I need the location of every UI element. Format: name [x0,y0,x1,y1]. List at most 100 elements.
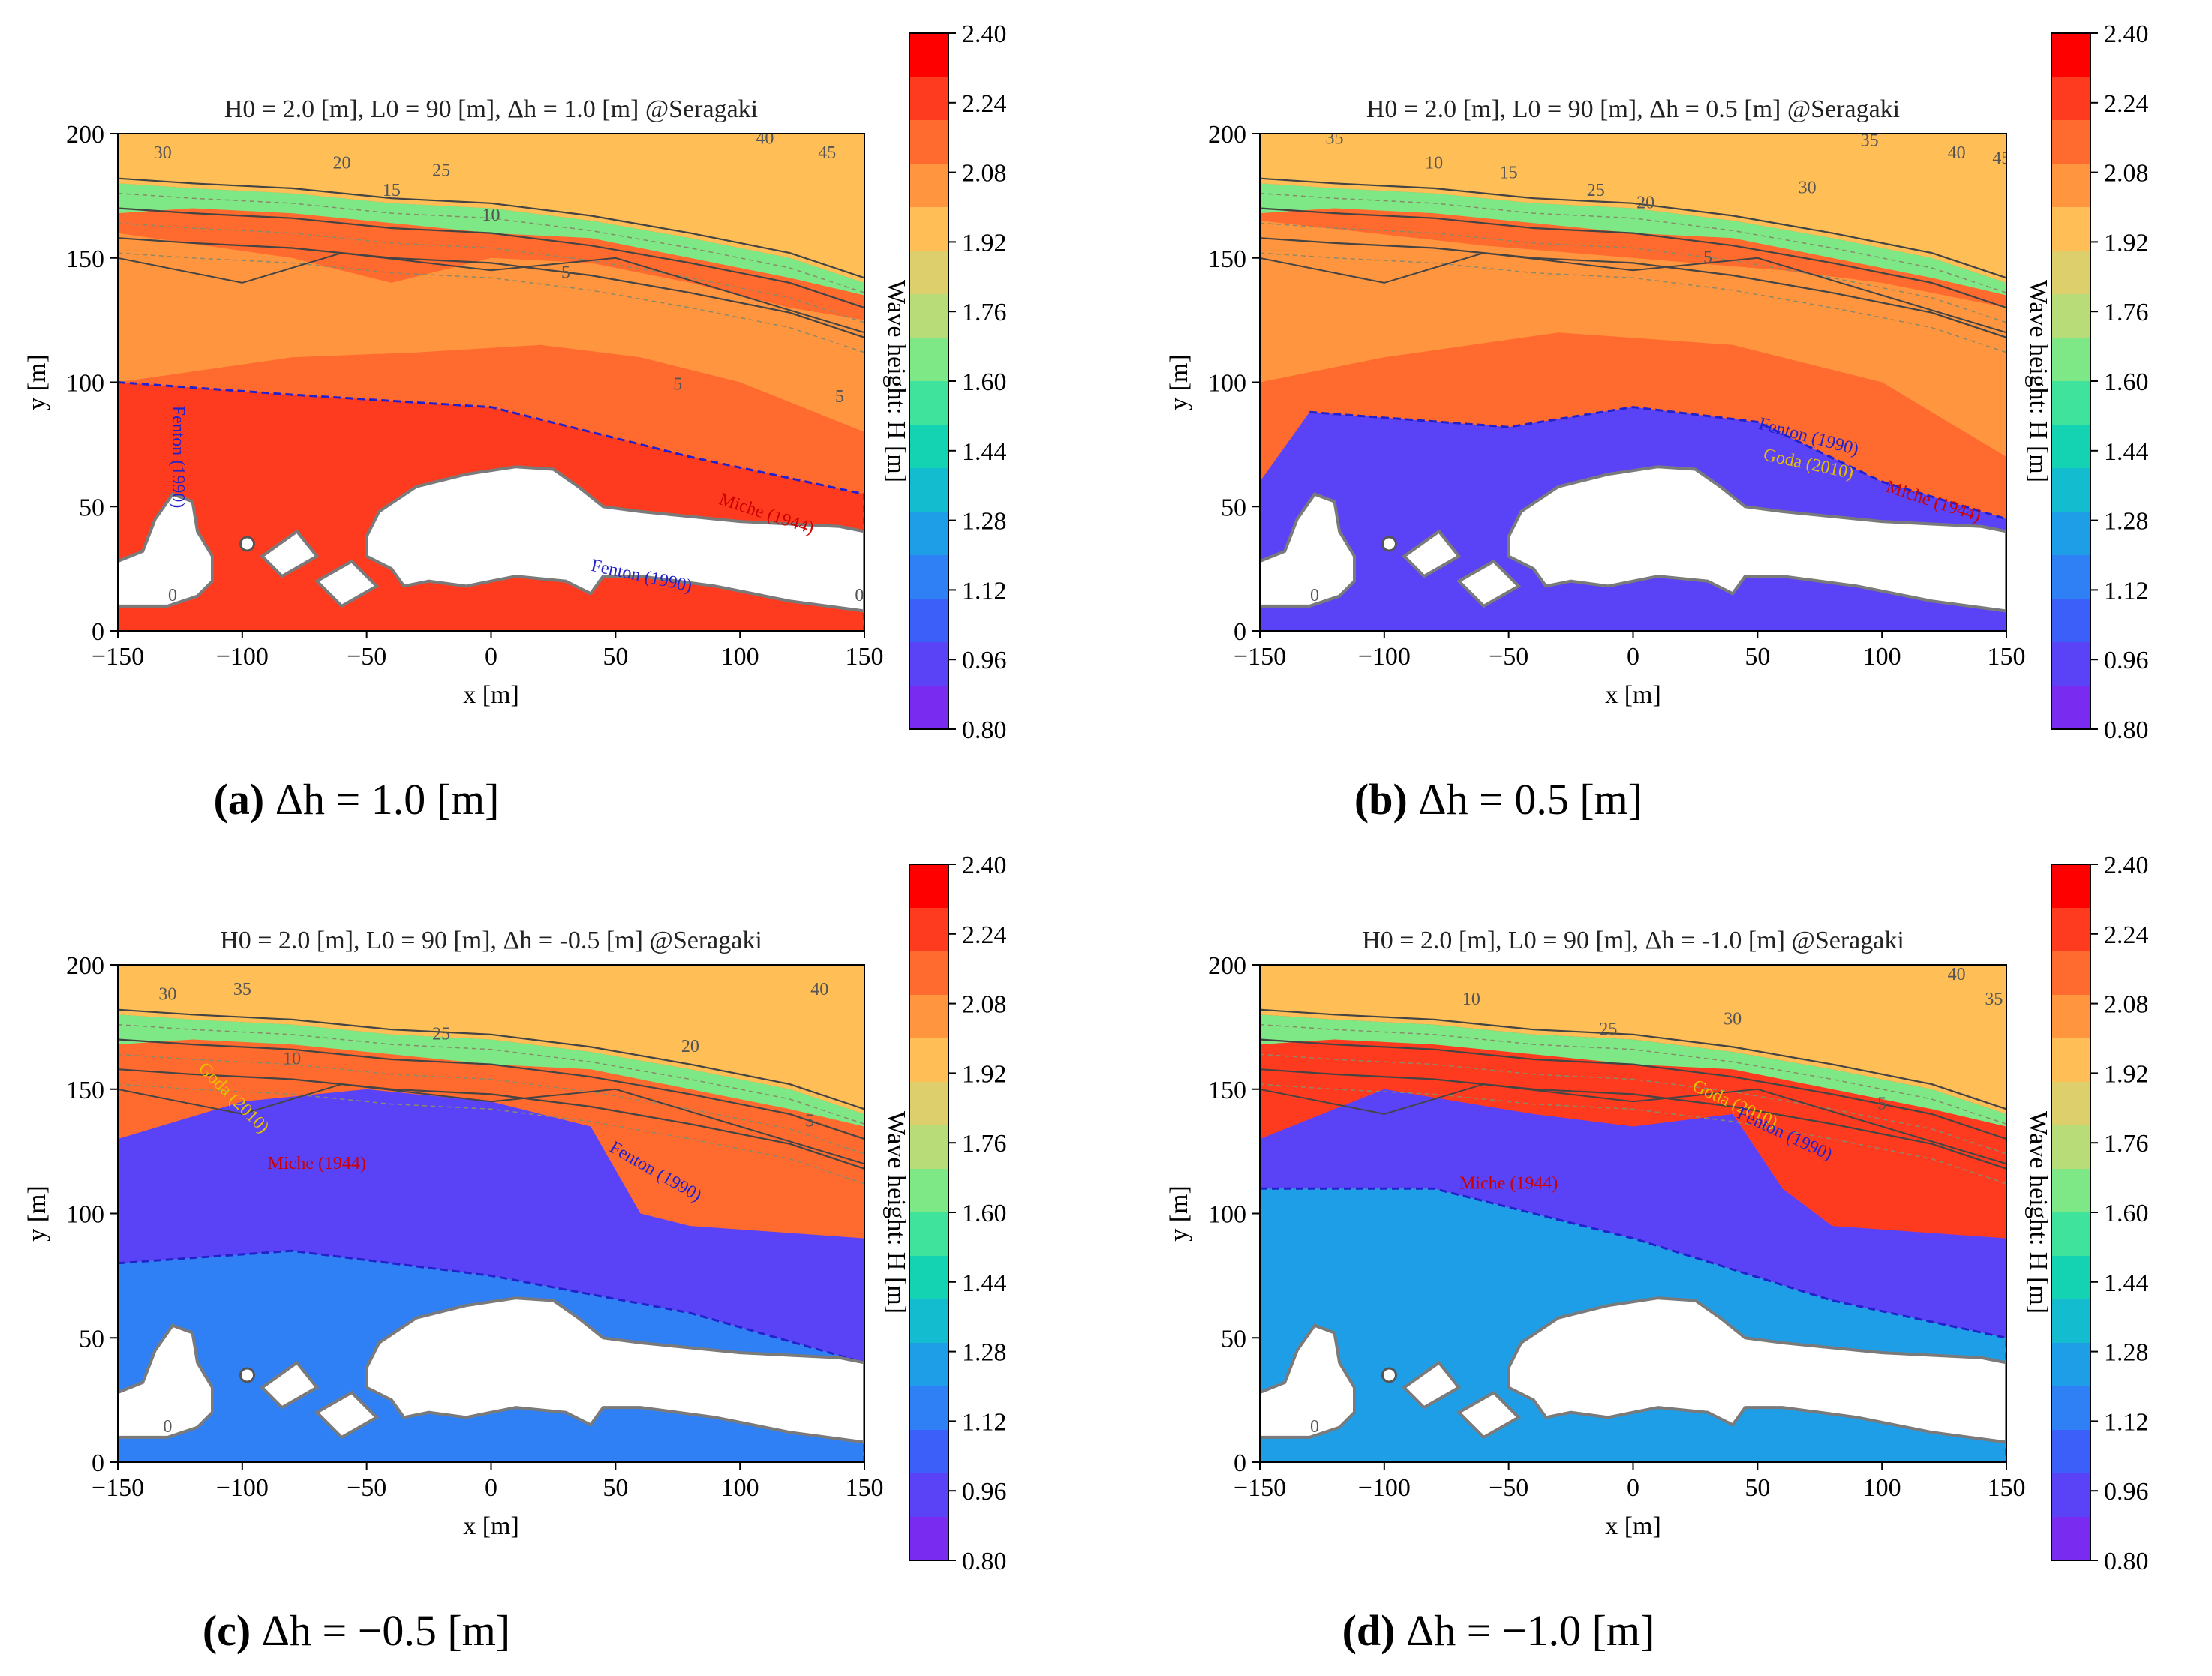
depth-contour-line [118,177,864,279]
x-tick-label: −50 [347,643,386,671]
x-tick-label: −150 [1234,1474,1286,1502]
y-tick-label: 0 [92,618,104,646]
depth-contour-label: 40 [810,980,828,999]
rock [1402,529,1462,578]
breaking-line [118,1249,864,1462]
caption-letter: (a) [214,775,265,824]
x-tick-label: 50 [603,643,628,671]
x-tick-label: 100 [721,1474,759,1502]
depth-contour-label: 45 [1992,149,2010,168]
depth-contour-label: 20 [681,1037,699,1056]
colorbar-swatch [2051,120,2090,164]
y-axis-label: y [m] [1165,354,1193,410]
y-tick-label: 50 [1221,494,1246,521]
depth-contour-line [118,1053,864,1155]
panel-caption: (c) Δh = −0.5 [m] [203,1606,510,1655]
colorbar-tick-label: 0.96 [962,1478,1007,1506]
colorbar-tick-label: 1.76 [962,1130,1007,1158]
depth-contour-label: 25 [432,161,450,180]
colorbar-swatch [909,1125,948,1170]
colorbar-swatch [909,686,948,730]
left-island [1260,492,1356,608]
colorbar-swatch [2051,599,2090,643]
rock [1402,1360,1462,1410]
colorbar-swatch [909,1299,948,1344]
colorbar-tick-label: 1.28 [962,508,1007,536]
colorbar-swatch [2051,1256,2090,1300]
depth-contour-line [118,1008,864,1110]
panel-title: H0 = 2.0 [m], L0 = 90 [m], Δh = -1.0 [m]… [1362,927,1904,954]
colorbar-tick-label: 2.40 [2104,852,2149,879]
depth-contour-line [1260,1083,2006,1165]
caption-letter: (c) [203,1606,251,1655]
breaking-line [118,381,864,631]
colorbar-tick-label: 0.80 [2104,1548,2149,1575]
panel-b: H0 = 2.0 [m], L0 = 90 [m], Δh = 0.5 [m] … [1165,20,2149,824]
colorbar-swatch [909,1169,948,1213]
colorbar-swatch [909,951,948,996]
rock [260,1360,320,1410]
depth-contour-label: 45 [818,143,836,163]
reef-slope-band [1260,1014,2006,1127]
x-tick-label: −100 [216,643,269,671]
x-axis-label: x [m] [1605,1512,1661,1540]
colorbar-tick-label: 1.44 [2104,438,2149,466]
colorbar-swatch [2051,251,2090,295]
colorbar-tick-label: 2.24 [962,921,1007,949]
depth-contour-label: 35 [233,980,251,999]
x-tick-label: −100 [1358,1474,1411,1502]
x-tick-label: −150 [92,643,144,671]
left-island [118,492,214,608]
colorbar-swatch [2051,164,2090,208]
deep-water-band [1260,134,2006,283]
x-tick-label: 0 [1627,643,1639,671]
colorbar-label: Wave height: H [m] [2024,280,2052,482]
colorbar-label: Wave height: H [m] [2024,1111,2052,1314]
rock [1381,536,1397,552]
colorbar-tick-label: 1.92 [2104,229,2149,257]
colorbar-tick-label: 2.24 [2104,90,2149,118]
rock [314,1390,380,1440]
colorbar-tick-label: 1.60 [962,1200,1007,1227]
y-tick-label: 200 [66,121,104,149]
colorbar-swatch [2051,1125,2090,1170]
colorbar-swatch [909,1517,948,1561]
depth-contour-line [118,1023,864,1125]
colorbar-swatch [909,1038,948,1083]
caption-letter: (b) [1354,775,1408,824]
x-tick-label: 0 [485,643,497,671]
rock [1381,1367,1397,1383]
colorbar-tick-label: 1.12 [2104,577,2149,605]
colorbar-tick-label: 1.12 [962,577,1007,605]
colorbar-tick-label: 2.40 [962,852,1007,879]
depth-contour-line [1260,177,2006,279]
y-tick-label: 100 [66,1201,104,1229]
main-island [365,1296,864,1444]
colorbar-swatch [909,251,948,295]
colorbar-swatch [2051,33,2090,77]
left-island [1260,1323,1356,1439]
depth-contour-line [1260,1008,2006,1110]
colorbar-tick-label: 1.76 [962,299,1007,326]
colorbar-swatch [909,77,948,121]
depth-contour-label: 0 [855,586,864,605]
y-axis-label: y [m] [1165,1185,1193,1242]
colorbar-swatch [909,338,948,382]
caption-text: Δh = 1.0 [m] [264,775,499,824]
y-axis-label: y [m] [23,1185,51,1242]
depth-contour-line [118,252,864,353]
colorbar-tick-label: 2.40 [962,20,1007,48]
depth-contour-label: 10 [482,206,500,225]
x-tick-label: 100 [1863,1474,1901,1502]
colorbar-swatch [909,1473,948,1518]
depth-contour-line [1260,192,2006,293]
x-tick-label: 150 [1988,1474,2026,1502]
depth-contour-label: 35 [1985,990,2003,1009]
y-tick-label: 0 [1234,618,1246,646]
colorbar-tick-label: 0.96 [2104,647,2149,674]
colorbar-tick-label: 1.92 [2104,1060,2149,1088]
depth-contour-line [1260,222,2006,323]
depth-contour-label: 25 [1599,1020,1617,1039]
main-island [1507,465,2006,613]
